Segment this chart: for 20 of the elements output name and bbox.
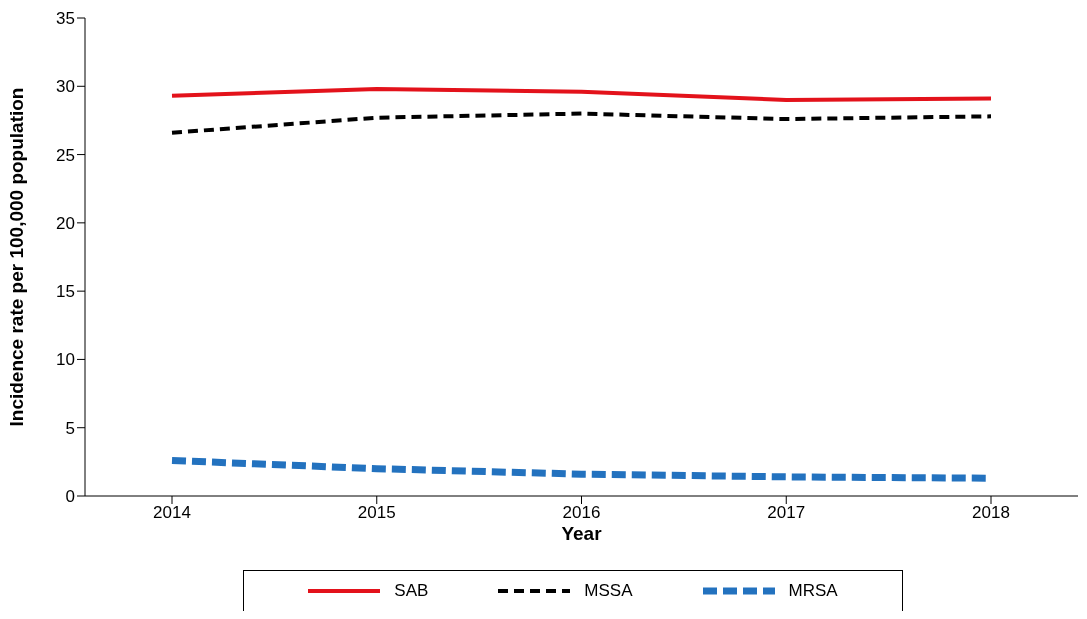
x-tick-label: 2016 — [562, 503, 601, 523]
line-series — [170, 111, 993, 135]
y-tick-label: 10 — [56, 350, 75, 370]
y-tick-label: 5 — [65, 418, 75, 438]
x-tick-label: 2017 — [767, 503, 806, 523]
legend-label: MRSA — [788, 581, 838, 601]
y-tick-label: 25 — [56, 145, 75, 165]
x-tick-label: 2014 — [153, 503, 191, 523]
legend-label: SAB — [394, 581, 429, 601]
y-tick-label: 15 — [56, 282, 75, 302]
y-tick-label: 30 — [56, 77, 75, 97]
x-tick-label: 2018 — [972, 503, 1010, 523]
y-tick-label: 35 — [56, 9, 75, 29]
y-tick-label: 0 — [65, 487, 75, 507]
y-axis-title: Incidence rate per 100,000 population — [5, 87, 27, 427]
line-series — [170, 87, 993, 102]
legend-label: MSSA — [584, 581, 633, 601]
y-tick-label: 20 — [56, 213, 75, 233]
x-tick-label: 2015 — [357, 503, 396, 523]
x-axis-title: Year — [561, 523, 603, 544]
